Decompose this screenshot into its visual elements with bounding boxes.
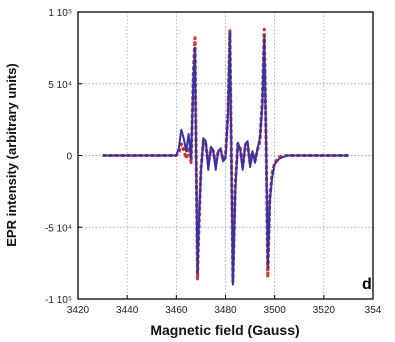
y-axis-label: EPR intensity (arbitrary units) (4, 63, 19, 246)
y-tick-label: 5 10⁴ (48, 80, 72, 91)
y-tick-label: -5 10⁴ (45, 223, 72, 234)
x-axis-label: Magnetic field (Gauss) (150, 322, 299, 338)
y-tick-label: 0 (66, 152, 72, 163)
x-tick-label: 3480 (214, 305, 237, 316)
axis-ticks: 3420 3440 3460 3480 3500 3520 354 -1 10⁵ -5 10⁴ 0… (45, 8, 382, 316)
x-tick-label: 3440 (116, 305, 139, 316)
y-tick-label: 1 10⁵ (48, 8, 72, 19)
y-tick-label: -1 10⁵ (45, 295, 72, 306)
x-tick-label: 3500 (264, 305, 287, 316)
x-tick-label: 3460 (165, 305, 188, 316)
series-layer (102, 27, 349, 286)
panel-label: d (362, 276, 372, 293)
x-tick-label: 3520 (313, 305, 336, 316)
series-line (102, 31, 349, 286)
x-tick-label: 354 (365, 305, 382, 316)
x-tick-label: 3420 (67, 305, 90, 316)
